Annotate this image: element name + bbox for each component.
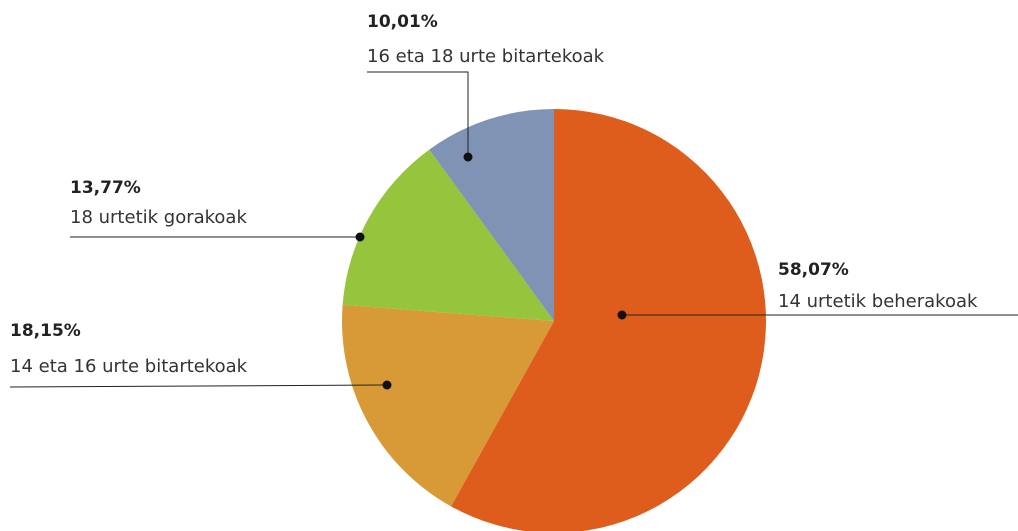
category-label: 18 urtetik gorakoak — [70, 207, 247, 228]
value-label: 18,15% — [10, 321, 81, 341]
leader-line — [367, 71, 469, 157]
value-label: 10,01% — [367, 12, 438, 32]
pie-slice — [429, 109, 554, 321]
leader-dot — [382, 380, 392, 390]
leader-dot — [463, 152, 473, 162]
category-label: 14 eta 16 urte bitartekoak — [10, 356, 248, 377]
value-label: 13,77% — [70, 178, 141, 198]
category-label: 16 eta 18 urte bitartekoak — [367, 46, 605, 67]
pie-slice — [342, 149, 554, 321]
pie-slice — [342, 304, 554, 507]
leader-line — [9, 384, 388, 388]
category-label: 14 urtetik beherakoak — [778, 291, 978, 312]
leader-dot — [355, 232, 365, 242]
value-label: 58,07% — [778, 260, 849, 280]
leader-dot — [617, 310, 627, 320]
pie-slice — [451, 109, 766, 531]
